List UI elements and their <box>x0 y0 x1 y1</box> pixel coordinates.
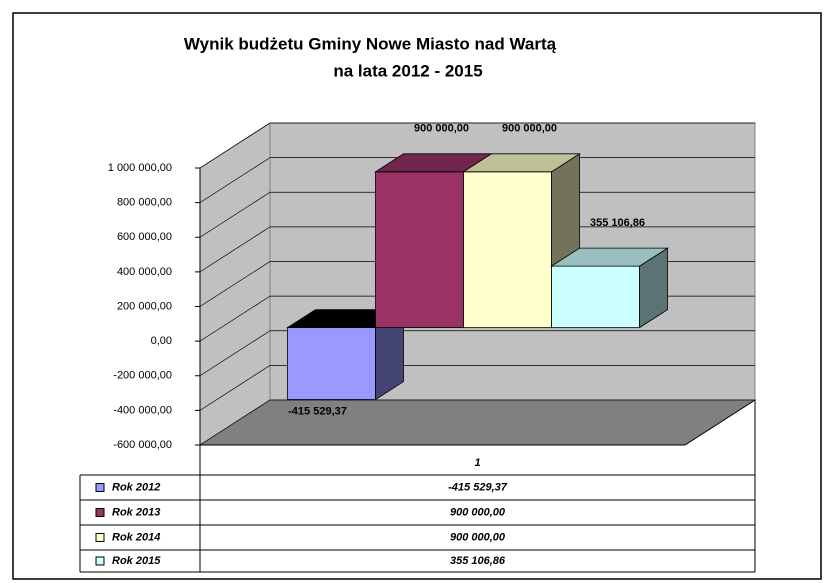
grid-line <box>199 157 271 203</box>
value-label: 900 000,00 <box>502 123 557 135</box>
value-label: 900 000,00 <box>414 123 469 135</box>
value-label: 355 106,86 <box>590 217 645 229</box>
table-value: 900 000,00 <box>450 506 506 518</box>
grid-line <box>199 399 271 446</box>
y-tick-label: 0,00 <box>151 335 172 347</box>
grid-line <box>199 330 271 377</box>
legend-label: Rok 2013 <box>112 506 160 518</box>
y-tick-label: -600 000,00 <box>113 439 172 451</box>
grid-line <box>199 365 271 411</box>
y-tick-label: 400 000,00 <box>117 266 172 278</box>
value-label: -415 529,37 <box>288 405 347 417</box>
y-tick-label: -400 000,00 <box>113 404 172 416</box>
table-value: 900 000,00 <box>450 531 506 543</box>
floor <box>198 399 757 446</box>
y-tick-label: -200 000,00 <box>113 370 172 382</box>
y-tick-label: 600 000,00 <box>117 231 172 243</box>
grid-line <box>199 261 271 307</box>
chart-title: na lata 2012 - 2015 <box>333 61 482 80</box>
table-line <box>684 399 756 446</box>
grid-line <box>199 226 271 273</box>
grid-line <box>199 191 271 238</box>
table-value: 355 106,86 <box>450 555 506 567</box>
y-tick-label: 800 000,00 <box>117 197 172 209</box>
bar-top <box>462 153 581 173</box>
bar-front <box>463 171 552 329</box>
legend-label: Rok 2015 <box>112 555 161 567</box>
y-tick-label: 200 000,00 <box>117 300 172 312</box>
table-header: 1 <box>474 457 480 469</box>
bar-front <box>287 327 376 400</box>
grid-line <box>199 295 271 342</box>
bar-front <box>551 265 640 329</box>
bar-front <box>375 171 464 329</box>
legend-label: Rok 2012 <box>112 481 160 493</box>
y-tick-label: 1 000 000,00 <box>108 162 172 174</box>
legend-marker <box>95 483 105 492</box>
legend-marker <box>95 556 105 566</box>
table-value: -415 529,37 <box>448 481 508 493</box>
bar-top <box>550 247 669 267</box>
legend-marker <box>95 508 105 517</box>
grid-line <box>199 122 271 169</box>
legend-label: Rok 2014 <box>112 531 160 543</box>
legend-marker <box>95 533 105 542</box>
chart-title: Wynik budżetu Gminy Nowe Miasto nad Wart… <box>184 34 557 53</box>
